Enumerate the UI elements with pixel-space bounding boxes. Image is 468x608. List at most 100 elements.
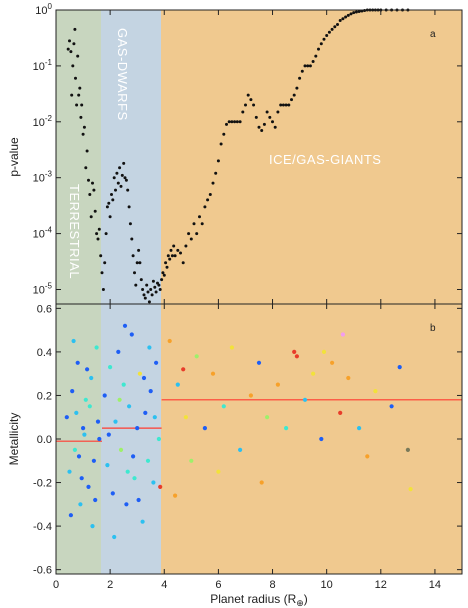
pvalue-point-52 bbox=[133, 271, 136, 275]
metallicity-point-66 bbox=[256, 360, 262, 365]
metallicity-point-46 bbox=[122, 323, 128, 328]
metallicity-point-33 bbox=[127, 404, 132, 409]
region-terrestrial-a bbox=[56, 10, 101, 304]
pvalue-point-54 bbox=[135, 261, 139, 265]
metallicity-point-45 bbox=[112, 534, 117, 540]
metallicity-point-40 bbox=[145, 458, 151, 463]
ytick-label-a-3: 10-3 bbox=[33, 170, 53, 185]
pvalue-point-135 bbox=[317, 47, 320, 51]
pvalue-point-110 bbox=[249, 98, 253, 102]
panel-label-b: b bbox=[430, 323, 436, 334]
metallicity-point-9 bbox=[89, 375, 94, 381]
metallicity-point-86 bbox=[340, 332, 345, 337]
metallicity-point-36 bbox=[135, 426, 140, 431]
pvalue-point-73 bbox=[161, 271, 165, 275]
metallicity-point-21 bbox=[87, 404, 92, 409]
metallicity-point-29 bbox=[116, 349, 121, 354]
pvalue-point-113 bbox=[257, 125, 261, 129]
metallicity-point-39 bbox=[143, 410, 148, 415]
metallicity-point-24 bbox=[102, 393, 107, 398]
metallicity-point-91 bbox=[181, 367, 186, 372]
pvalue-point-133 bbox=[311, 60, 315, 63]
region-terrestrial-b bbox=[56, 304, 101, 574]
metallicity-point-41 bbox=[148, 389, 153, 394]
pvalue-point-30 bbox=[103, 261, 107, 265]
pvalue-point-81 bbox=[172, 244, 176, 248]
pvalue-point-9 bbox=[76, 54, 80, 58]
ytick-label-a-1: 10-1 bbox=[33, 58, 53, 73]
pvalue-point-4 bbox=[71, 64, 75, 68]
pvalue-point-5 bbox=[72, 42, 76, 46]
metallicity-point-44 bbox=[156, 436, 161, 442]
ytick-label-a-4: 10-4 bbox=[33, 226, 53, 241]
metallicity-point-60 bbox=[202, 426, 207, 431]
pvalue-point-50 bbox=[130, 237, 134, 241]
metallicity-point-73 bbox=[319, 436, 324, 442]
metallicity-mean-lines bbox=[56, 399, 462, 442]
pvalue-point-149 bbox=[354, 10, 358, 14]
pvalue-point-28 bbox=[100, 271, 104, 275]
pvalue-point-27 bbox=[99, 254, 103, 258]
ytick-label-a-5: 10-5 bbox=[33, 281, 53, 296]
pvalue-point-34 bbox=[108, 215, 112, 219]
pvalue-point-56 bbox=[138, 261, 142, 265]
pvalue-point-66 bbox=[151, 279, 155, 283]
metallicity-point-3 bbox=[72, 447, 77, 452]
metallicity-point-49 bbox=[117, 397, 122, 402]
metallicity-point-37 bbox=[137, 371, 142, 376]
pvalue-point-26 bbox=[97, 227, 101, 231]
pvalue-point-140 bbox=[330, 27, 334, 31]
metallicity-point-14 bbox=[74, 410, 79, 415]
pvalue-point-75 bbox=[164, 261, 168, 265]
xtick-label-7: 14 bbox=[429, 579, 441, 591]
pvalue-point-41 bbox=[118, 166, 122, 170]
ytick-label-b-2: -0.2 bbox=[33, 478, 52, 490]
pvalue-point-117 bbox=[268, 115, 272, 119]
metallicity-point-56 bbox=[167, 338, 172, 344]
pvalue-point-99 bbox=[219, 142, 223, 146]
metallicity-point-67 bbox=[265, 415, 270, 420]
pvalue-point-84 bbox=[179, 251, 182, 255]
metallicity-point-78 bbox=[373, 389, 378, 394]
pvalue-point-141 bbox=[333, 25, 337, 29]
metallicity-point-4 bbox=[75, 360, 80, 365]
ytick-label-a-2: 10-2 bbox=[33, 114, 53, 129]
pvalue-point-136 bbox=[319, 42, 323, 46]
pvalue-point-120 bbox=[276, 110, 280, 114]
pvalue-point-147 bbox=[349, 12, 353, 16]
pvalue-point-17 bbox=[85, 149, 89, 153]
pvalue-point-46 bbox=[124, 178, 128, 182]
metallicity-point-62 bbox=[221, 404, 226, 409]
pvalue-point-122 bbox=[281, 103, 285, 107]
pvalue-point-36 bbox=[111, 198, 115, 202]
xtick-label-1: 2 bbox=[107, 579, 113, 591]
pvalue-point-146 bbox=[346, 13, 350, 17]
pvalue-point-37 bbox=[112, 176, 116, 180]
metallicity-point-77 bbox=[357, 426, 362, 431]
pvalue-point-53 bbox=[134, 283, 138, 287]
pvalue-point-130 bbox=[303, 64, 307, 68]
metallicity-point-1 bbox=[67, 469, 72, 474]
ylabel-metallicity: Metallicity bbox=[7, 413, 21, 466]
metallicity-point-71 bbox=[302, 397, 308, 402]
metallicity-point-83 bbox=[173, 493, 178, 498]
pvalue-point-88 bbox=[189, 237, 193, 241]
metallicity-point-38 bbox=[140, 519, 145, 524]
pvalue-point-127 bbox=[295, 86, 299, 90]
metallicity-point-28 bbox=[113, 419, 118, 424]
xtick-label-2: 4 bbox=[161, 579, 167, 591]
xtick-label-4: 8 bbox=[269, 579, 275, 591]
pvalue-point-7 bbox=[74, 76, 77, 80]
pvalue-point-119 bbox=[273, 125, 277, 129]
metallicity-point-17 bbox=[90, 524, 95, 529]
metallicity-point-13 bbox=[68, 513, 73, 518]
pvalue-point-139 bbox=[327, 30, 331, 34]
pvalue-point-18 bbox=[87, 178, 90, 182]
pvalue-point-39 bbox=[115, 171, 119, 175]
metallicity-point-48 bbox=[147, 345, 152, 350]
metallicity-point-22 bbox=[93, 497, 98, 503]
metallicity-point-72 bbox=[311, 371, 316, 376]
pvalue-point-92 bbox=[200, 222, 204, 226]
metallicity-point-52 bbox=[106, 432, 111, 437]
pvalue-point-103 bbox=[230, 120, 234, 124]
